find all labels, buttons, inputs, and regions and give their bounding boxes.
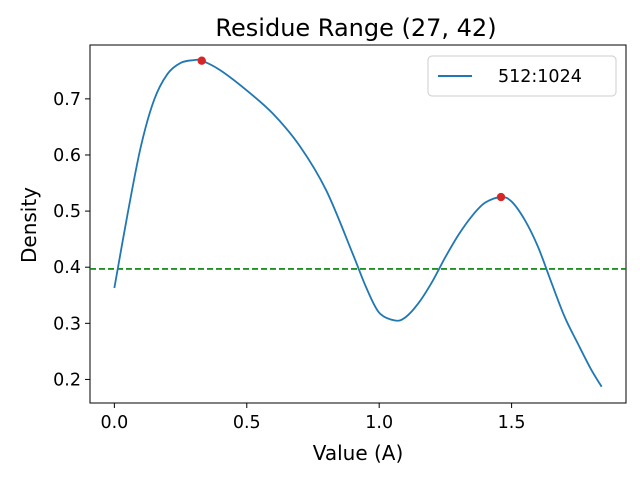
- y-tick-label: 0.2: [53, 370, 81, 390]
- x-tick-label: 1.5: [498, 413, 526, 433]
- chart-title: Residue Range (27, 42): [215, 14, 496, 42]
- x-tick-label: 1.0: [365, 413, 393, 433]
- plot-marks: [90, 56, 626, 388]
- y-tick-label: 0.6: [53, 146, 81, 166]
- y-tick-label: 0.7: [53, 90, 81, 110]
- legend-box: [427, 55, 617, 97]
- y-tick-label: 0.4: [53, 258, 81, 278]
- y-axis: 0.2 0.3 0.4 0.5 0.6 0.7: [53, 90, 90, 390]
- peak-marker: [197, 56, 206, 65]
- x-axis: 0.0 0.5 1.0 1.5: [100, 403, 526, 433]
- plot-area: [89, 44, 627, 404]
- y-axis-label: Density: [17, 187, 41, 263]
- x-axis-label: Value (A): [313, 441, 404, 465]
- x-tick-label: 0.5: [233, 413, 261, 433]
- y-tick-label: 0.3: [53, 314, 81, 334]
- peak-marker: [496, 192, 506, 202]
- series-line: [113, 58, 603, 388]
- y-tick-label: 0.5: [53, 202, 81, 222]
- legend-label: 512:1024: [498, 67, 582, 87]
- legend: 512:1024: [427, 55, 617, 97]
- x-tick-label: 0.0: [100, 413, 128, 433]
